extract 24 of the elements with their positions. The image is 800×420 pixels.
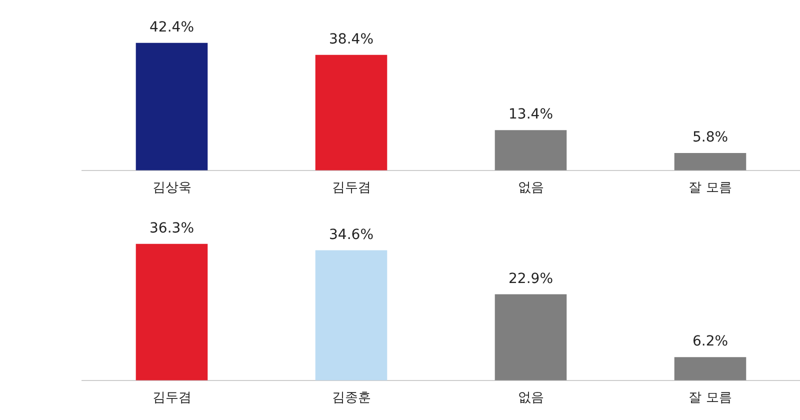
bar <box>136 42 208 170</box>
bar <box>494 294 567 380</box>
bar <box>315 54 388 170</box>
x-tick-label: 김상욱 <box>152 180 192 196</box>
x-tick-label: 없음 <box>518 180 544 196</box>
data-label: 34.6% <box>329 226 374 243</box>
data-label: 13.4% <box>508 106 553 123</box>
bar <box>674 152 746 170</box>
bar <box>494 130 567 170</box>
x-tick-label: 김종훈 <box>332 390 371 406</box>
bar <box>674 357 746 380</box>
data-label: 6.2% <box>692 334 728 350</box>
x-tick-label: 잘 모름 <box>688 180 732 196</box>
data-label: 36.3% <box>150 220 194 237</box>
data-label: 42.4% <box>150 20 194 36</box>
data-label: 22.9% <box>508 270 553 287</box>
x-tick-label: 김두겸 <box>332 180 371 196</box>
x-tick-label: 잘 모름 <box>688 390 732 406</box>
x-tick-label: 없음 <box>518 390 544 406</box>
data-label: 38.4% <box>329 32 374 48</box>
data-label: 5.8% <box>692 130 728 146</box>
bar <box>315 250 388 380</box>
bar <box>136 244 208 380</box>
x-tick-label: 김두겸 <box>152 390 192 406</box>
